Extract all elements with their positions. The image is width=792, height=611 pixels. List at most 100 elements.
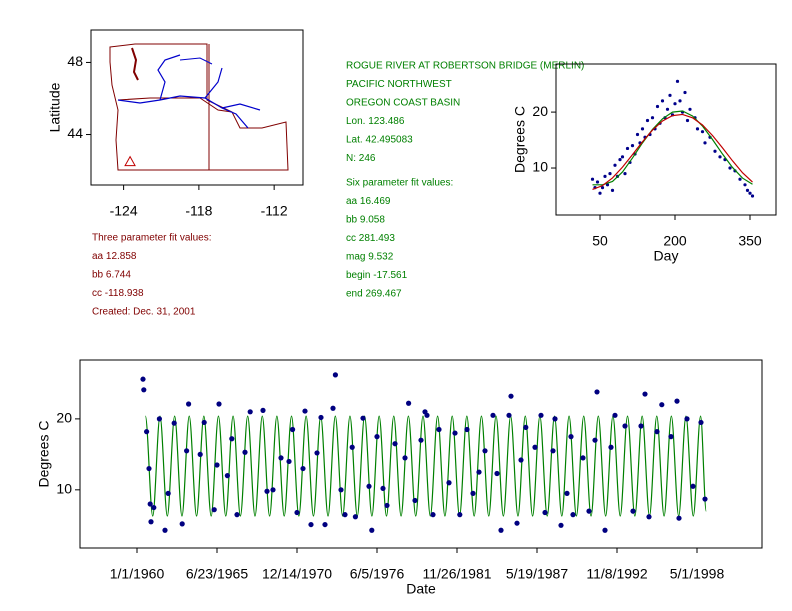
data-point (146, 465, 152, 472)
data-point (349, 444, 355, 450)
x-axis-label: Date (406, 581, 436, 597)
data-point (369, 527, 375, 533)
data-point (322, 521, 328, 528)
plot-frame (555, 63, 777, 216)
data-point (242, 449, 248, 455)
data-point (470, 490, 476, 496)
data-point (424, 412, 430, 418)
data-point (690, 483, 696, 489)
data-point (668, 93, 672, 97)
note-line: Lat. 42.495083 (346, 135, 413, 146)
data-point (286, 458, 292, 465)
data-point (392, 441, 398, 447)
data-point (436, 426, 442, 433)
data-point (464, 426, 470, 433)
note-line: bb 9.058 (346, 215, 385, 226)
data-point (654, 429, 660, 435)
y-tick-label: 20 (532, 103, 548, 119)
data-point (645, 118, 650, 123)
data-point (476, 469, 482, 475)
note-line: aa 16.469 (346, 196, 391, 207)
x-tick-label: 12/14/1970 (262, 566, 332, 582)
data-point (590, 177, 595, 181)
note-line: Six parameter fit values: (346, 178, 453, 189)
data-point (332, 372, 338, 378)
data-point (352, 514, 358, 520)
x-tick-label: -112 (261, 203, 288, 219)
data-point (698, 419, 704, 426)
data-point (406, 400, 412, 406)
data-point (743, 183, 747, 187)
x-tick-label: -124 (110, 203, 138, 219)
data-point (186, 401, 192, 407)
data-point (430, 512, 436, 518)
data-point (270, 487, 276, 493)
data-point (625, 146, 630, 151)
x-axis-label: Day (654, 248, 679, 264)
data-point (148, 519, 154, 525)
fit-line (592, 113, 753, 191)
data-point (683, 90, 687, 95)
data-point (568, 434, 574, 440)
data-point (598, 191, 602, 195)
data-point (184, 448, 190, 454)
data-point (506, 412, 512, 418)
data-point (738, 177, 742, 181)
data-point (162, 527, 168, 533)
x-tick-label: 6/23/1965 (186, 566, 248, 582)
note-line: ROGUE RIVER AT ROBERTSON BRIDGE (MERLIN) (346, 61, 584, 72)
data-point (688, 107, 692, 111)
data-point (674, 398, 680, 404)
note-line: mag 9.532 (346, 252, 394, 263)
data-point (498, 527, 504, 533)
data-point (302, 408, 308, 414)
station-marker (124, 155, 136, 167)
data-point (630, 508, 636, 514)
data-point (592, 437, 598, 443)
data-point (156, 416, 162, 422)
data-point (338, 487, 344, 493)
data-point (330, 405, 336, 411)
x-tick-label: 50 (592, 233, 608, 249)
data-point (247, 409, 253, 415)
y-axis-label: Latitude (47, 82, 63, 132)
data-point (452, 430, 458, 436)
data-point (165, 490, 171, 496)
data-point (532, 444, 538, 450)
plot-frame (90, 29, 304, 186)
data-point (635, 132, 640, 137)
data-point (610, 188, 615, 192)
data-point (675, 79, 680, 83)
data-point (380, 485, 386, 492)
y-tick-label: 20 (56, 410, 72, 426)
data-point (655, 104, 660, 109)
note-line: Three parameter fit values: (92, 233, 212, 244)
data-point (211, 507, 217, 513)
data-point (314, 450, 320, 456)
data-point (482, 448, 488, 454)
data-point (660, 99, 665, 103)
data-point (229, 436, 235, 442)
data-point (342, 512, 348, 518)
x-tick-label: 6/5/1976 (350, 566, 405, 582)
y-tick-label: 44 (67, 125, 83, 141)
fit-line (592, 110, 753, 186)
data-point (622, 423, 628, 429)
y-tick-label: 10 (532, 159, 548, 175)
data-point (508, 393, 514, 399)
data-point (750, 194, 755, 198)
data-point (646, 514, 652, 520)
data-point (673, 102, 677, 106)
data-point (494, 470, 500, 477)
y-axis-label: Degrees C (36, 421, 52, 488)
data-point (684, 416, 690, 422)
note-line: cc -118.938 (92, 288, 144, 299)
data-point (685, 118, 690, 123)
data-point (523, 424, 529, 430)
x-tick-label: 350 (738, 233, 762, 249)
data-point (640, 127, 645, 131)
data-point (224, 473, 230, 479)
data-point (695, 127, 700, 131)
data-point (603, 174, 607, 179)
data-point (374, 434, 380, 440)
